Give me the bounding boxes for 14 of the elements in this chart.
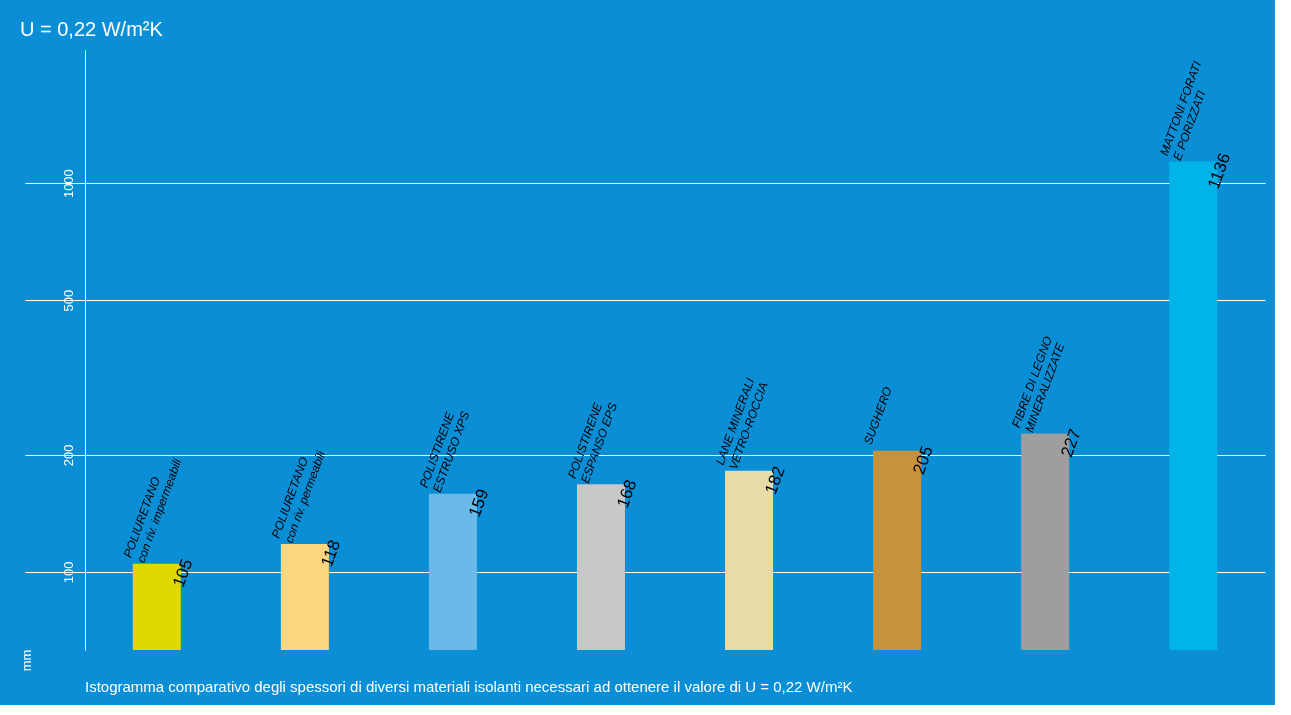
y-tick-label: 200	[60, 444, 76, 467]
data-label: 205	[909, 443, 937, 477]
data-label: 118	[317, 537, 345, 570]
text: Istogramma comparativo degli spessori di diversi materiali isolanti necessari ad ottenere il valore di U = 0,22 W/m²K	[85, 678, 853, 695]
y-tick-label: 100	[60, 561, 76, 584]
y-tick-label: 1000	[60, 169, 76, 199]
data-label: 159	[464, 486, 493, 520]
data-label: 105	[168, 556, 197, 590]
chart-title: U = 0,22 W/m²K	[20, 18, 164, 40]
y-axis-title: mm	[18, 649, 34, 672]
data-label: 1136	[1203, 150, 1235, 192]
data-label: 168	[613, 477, 641, 511]
y-tick-label: 500	[60, 289, 76, 312]
data-label: 182	[761, 463, 789, 497]
